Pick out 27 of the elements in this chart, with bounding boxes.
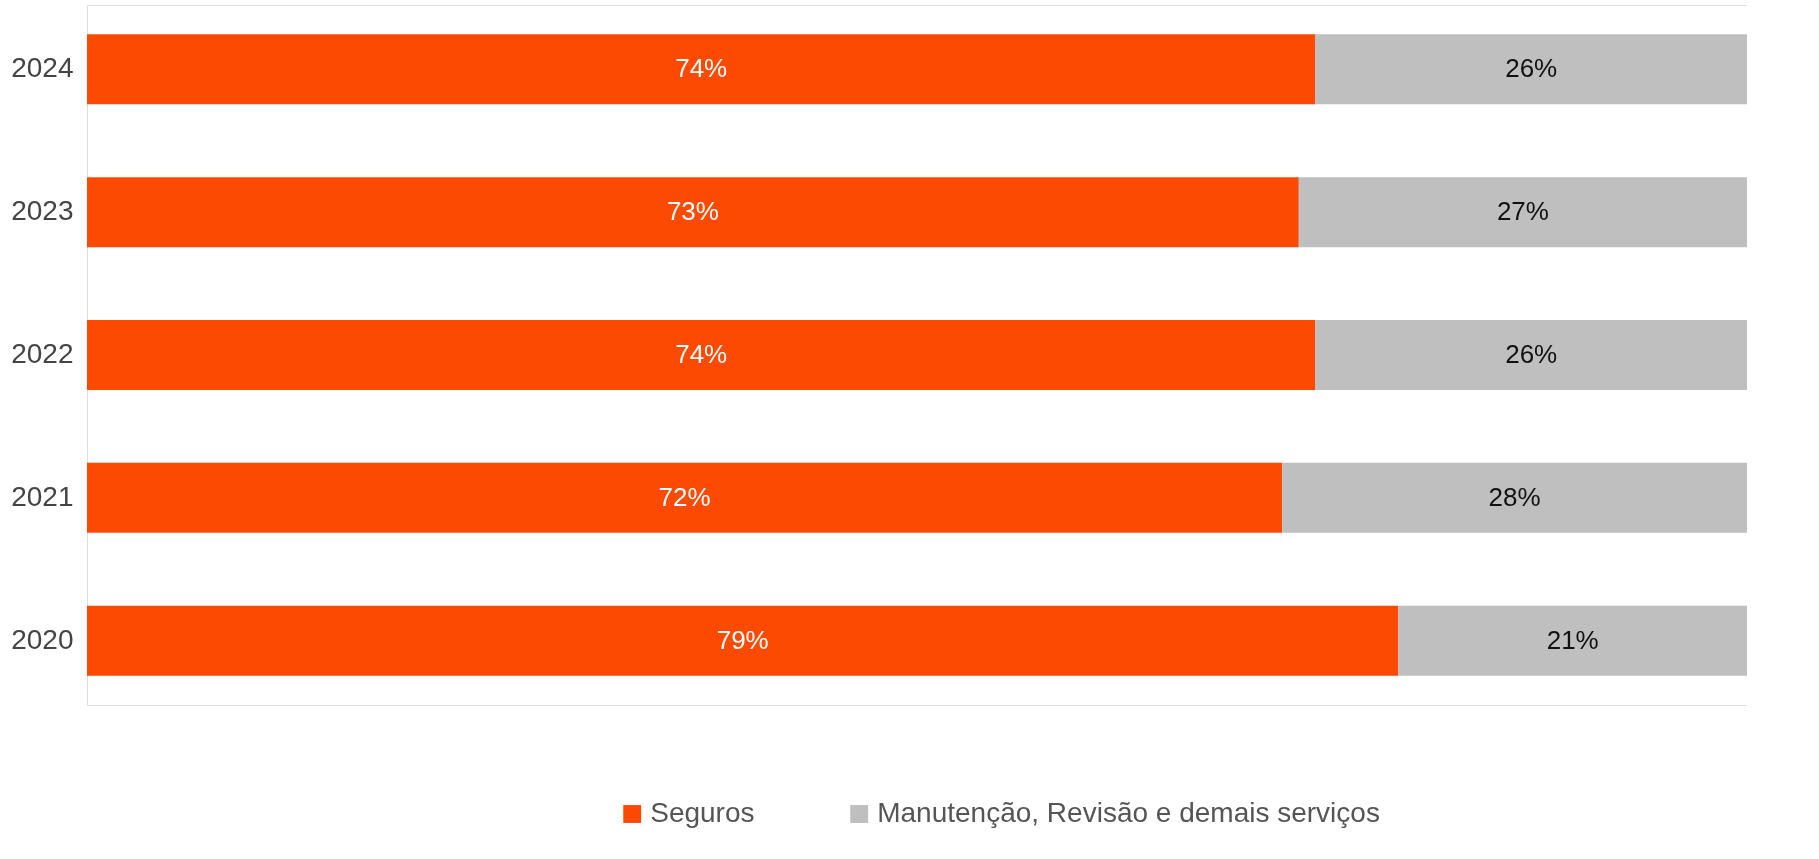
bar xyxy=(1298,177,1747,248)
data-label: 72% xyxy=(658,481,711,512)
bar xyxy=(1398,605,1747,676)
legend-label: Seguros xyxy=(650,797,755,828)
data-label: 21% xyxy=(1546,624,1599,655)
bar xyxy=(87,34,1316,105)
y-tick-label: 2024 xyxy=(11,52,74,84)
bar xyxy=(87,320,1316,390)
y-tick-label: 2020 xyxy=(11,623,74,655)
y-tick-label: 2022 xyxy=(11,338,74,369)
bar xyxy=(1315,34,1747,105)
bar xyxy=(1315,320,1747,390)
data-label: 73% xyxy=(666,196,719,227)
bar xyxy=(87,605,1399,676)
data-label: 79% xyxy=(716,624,769,655)
y-tick-label: 2021 xyxy=(11,480,74,512)
data-label: 26% xyxy=(1505,53,1558,84)
data-label: 27% xyxy=(1496,196,1549,227)
legend-label: Manutenção, Revisão e demais serviços xyxy=(877,797,1380,828)
data-label: 74% xyxy=(675,339,728,369)
bar xyxy=(87,462,1283,533)
data-label: 74% xyxy=(675,53,728,84)
y-tick-label: 2023 xyxy=(11,195,74,227)
bar xyxy=(1282,462,1747,533)
data-label: 28% xyxy=(1488,481,1541,512)
data-label: 26% xyxy=(1505,339,1558,369)
bar xyxy=(87,177,1299,248)
